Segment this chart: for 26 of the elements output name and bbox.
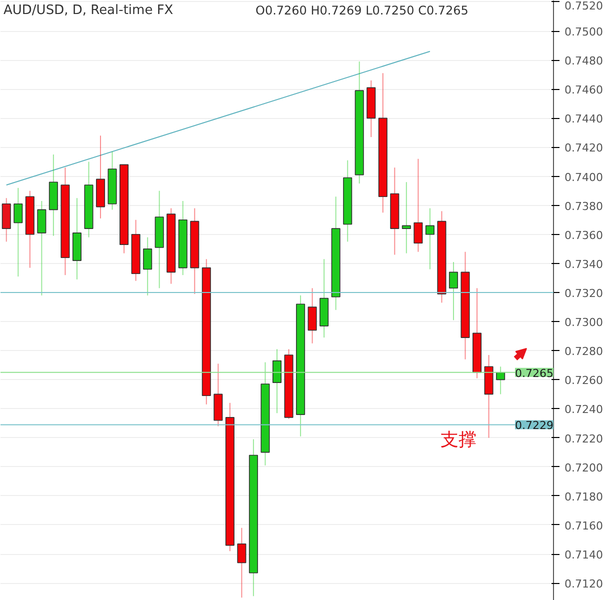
y-tick-label: 0.7340 [564,258,603,271]
y-tick-label: 0.7440 [564,112,603,126]
y-tick-label: 0.7300 [564,316,603,330]
y-tick-label: 0.7160 [564,519,603,532]
y-tick-label: 0.7320 [564,287,603,300]
y-tick-label: 0.7480 [564,54,603,68]
y-tick-label: 0.7520 [564,0,603,12]
y-tick-label: 0.7380 [564,200,603,213]
y-tick-label: 0.7260 [564,374,603,388]
annotation: 支撑 [440,430,476,450]
ref-line-label: 0.7265 [515,366,554,380]
ref-line-label: 0.7229 [515,419,554,432]
y-tick-label: 0.7220 [564,432,603,446]
y-tick-label: 0.7500 [564,26,603,39]
y-tick-label: 0.7460 [564,84,603,97]
y-tick-label: 0.7360 [564,228,603,242]
y-tick-label: 0.7240 [564,403,603,416]
y-tick-label: 0.7420 [564,142,603,155]
y-tick-label: 0.7200 [564,461,603,474]
chart-title: AUD/USD, D, Real-time FX [4,3,174,18]
y-tick-label: 0.7120 [564,578,603,591]
y-tick-label: 0.7280 [564,345,603,358]
y-tick-label: 0.7400 [564,170,603,184]
y-tick-label: 0.7140 [564,548,603,562]
y-tick-label: 0.7180 [564,490,603,504]
chart-subtitle: O0.7260 H0.7269 L0.7250 C0.7265 [256,4,468,18]
